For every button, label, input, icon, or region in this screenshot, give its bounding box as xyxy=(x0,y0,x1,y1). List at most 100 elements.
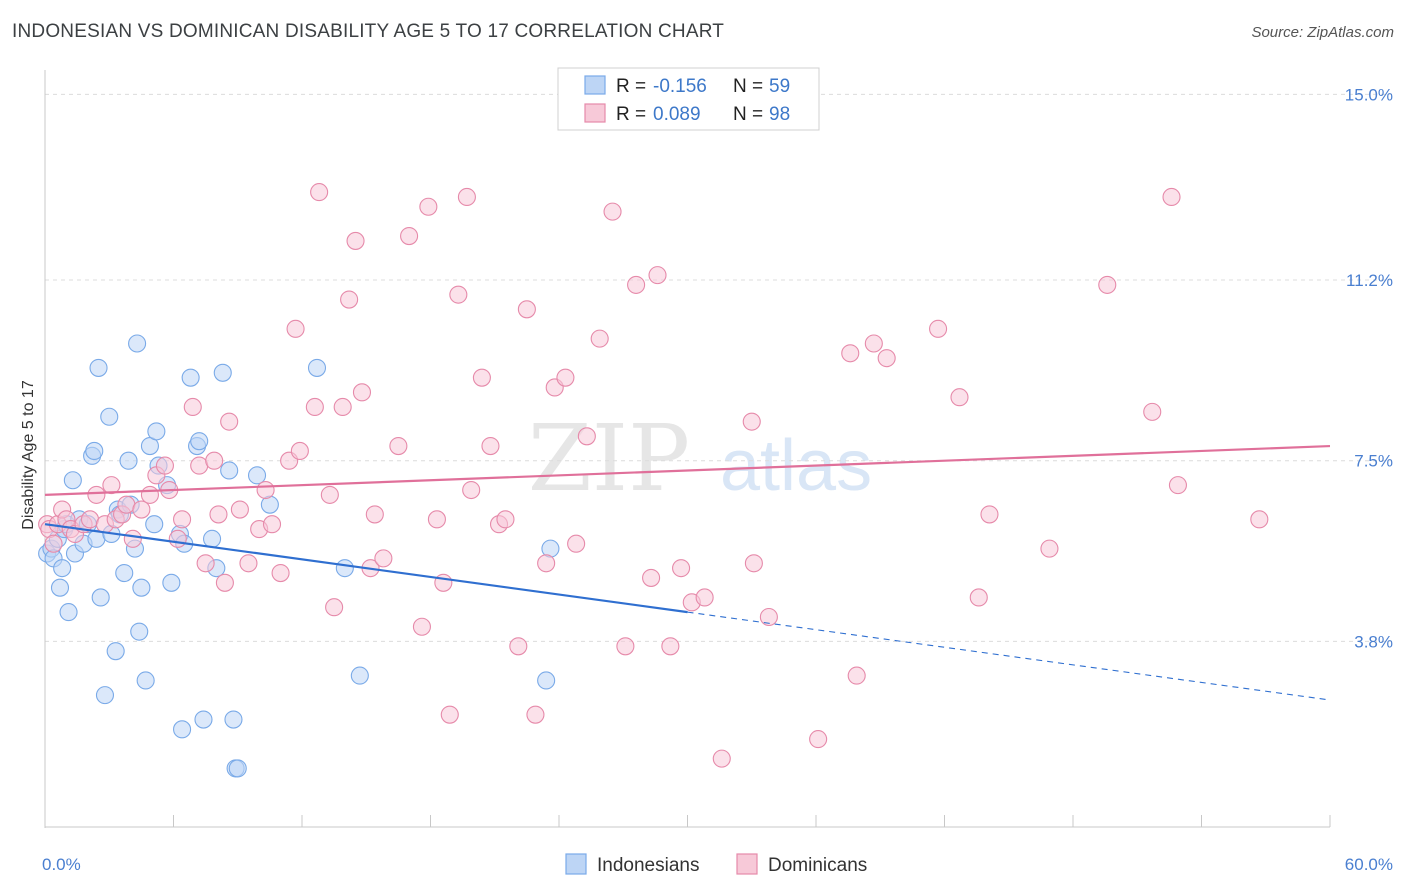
data-point xyxy=(106,642,125,661)
data-point xyxy=(346,231,365,250)
data-point xyxy=(130,622,149,641)
x-tick-label: 60.0% xyxy=(1345,855,1393,874)
data-point xyxy=(220,461,239,480)
legend-swatch-dominicans xyxy=(736,853,758,875)
data-point xyxy=(365,505,384,524)
data-point xyxy=(929,319,948,338)
data-point xyxy=(672,559,691,578)
stats-n-value-indonesians: 59 xyxy=(769,76,790,97)
data-point xyxy=(173,720,192,739)
data-point xyxy=(247,466,267,485)
data-point xyxy=(809,730,828,749)
data-point xyxy=(228,759,247,778)
data-point xyxy=(537,554,556,573)
data-point xyxy=(335,559,354,578)
data-point xyxy=(744,554,763,573)
data-point xyxy=(320,485,339,504)
data-point xyxy=(147,422,166,441)
stats-r-label-indonesians: R = xyxy=(616,76,646,97)
stats-r-value-indonesians: -0.156 xyxy=(653,76,707,97)
data-point xyxy=(642,568,661,587)
data-point xyxy=(340,290,359,309)
data-point xyxy=(412,617,431,636)
legend-label-dominicans: Dominicans xyxy=(768,855,867,876)
data-point xyxy=(1040,539,1059,558)
data-point xyxy=(526,705,545,724)
trend-line-indonesians xyxy=(44,523,688,614)
x-tick-labels: 0.0% 60.0% xyxy=(42,855,1393,874)
data-point xyxy=(89,358,108,377)
axes xyxy=(44,70,1331,828)
data-point xyxy=(969,588,988,607)
data-point xyxy=(648,266,667,285)
data-point xyxy=(616,637,635,656)
stats-r-value-dominicans: 0.089 xyxy=(653,104,701,125)
data-point xyxy=(427,510,446,529)
data-point xyxy=(462,480,481,500)
data-point xyxy=(864,334,883,353)
data-point xyxy=(123,529,142,548)
y-tick-labels: 3.8% 7.5% 11.2% 15.0% xyxy=(1345,85,1393,651)
data-point xyxy=(215,573,234,592)
data-point xyxy=(1162,187,1181,207)
data-point xyxy=(350,666,369,685)
data-point xyxy=(590,329,609,348)
data-point xyxy=(472,368,491,387)
data-point xyxy=(325,598,344,617)
data-point xyxy=(239,554,258,573)
data-point xyxy=(517,300,536,319)
data-point xyxy=(115,563,134,583)
trend-line-dominicans xyxy=(44,444,1331,496)
data-point xyxy=(310,183,329,202)
data-point xyxy=(556,368,575,387)
data-point xyxy=(841,344,860,363)
chart-title: INDONESIAN VS DOMINICAN DISABILITY AGE 5… xyxy=(12,21,725,42)
data-point xyxy=(183,397,202,417)
data-point xyxy=(400,227,419,246)
y-tick-label: 15.0% xyxy=(1345,85,1393,104)
data-point xyxy=(155,456,174,475)
data-point xyxy=(759,607,778,627)
data-point xyxy=(577,427,596,446)
data-point xyxy=(950,388,969,407)
data-point xyxy=(85,441,104,460)
data-point xyxy=(140,485,159,504)
data-point xyxy=(213,363,232,382)
data-point xyxy=(220,412,239,431)
data-point xyxy=(352,383,372,402)
data-point xyxy=(712,749,731,768)
data-point xyxy=(230,500,249,519)
data-point xyxy=(50,578,70,597)
series-dominicans xyxy=(38,183,1269,768)
data-point xyxy=(603,202,622,221)
series-indonesians xyxy=(38,334,560,778)
data-point xyxy=(307,358,327,377)
data-point xyxy=(496,510,515,529)
data-point xyxy=(117,495,136,514)
y-axis-title: Disability Age 5 to 17 xyxy=(20,380,37,530)
data-point xyxy=(1143,402,1162,421)
trend-line-indonesians-extension xyxy=(687,611,1331,701)
data-point xyxy=(196,554,215,573)
data-point xyxy=(661,637,680,656)
data-point xyxy=(87,485,106,504)
data-point xyxy=(567,534,586,553)
data-point xyxy=(290,441,309,460)
data-point xyxy=(457,187,476,207)
data-point xyxy=(132,578,151,597)
data-point xyxy=(91,588,110,607)
data-point xyxy=(440,705,459,724)
data-point xyxy=(419,197,438,216)
data-point xyxy=(44,534,63,553)
data-point xyxy=(205,451,224,470)
data-point xyxy=(980,505,999,524)
data-point xyxy=(190,432,209,451)
data-point xyxy=(224,710,243,729)
data-point xyxy=(695,588,714,607)
data-point xyxy=(145,515,164,534)
data-point xyxy=(627,275,646,294)
data-point xyxy=(271,563,290,583)
data-point xyxy=(1168,476,1187,495)
watermark-zip: ZIP xyxy=(528,405,690,512)
